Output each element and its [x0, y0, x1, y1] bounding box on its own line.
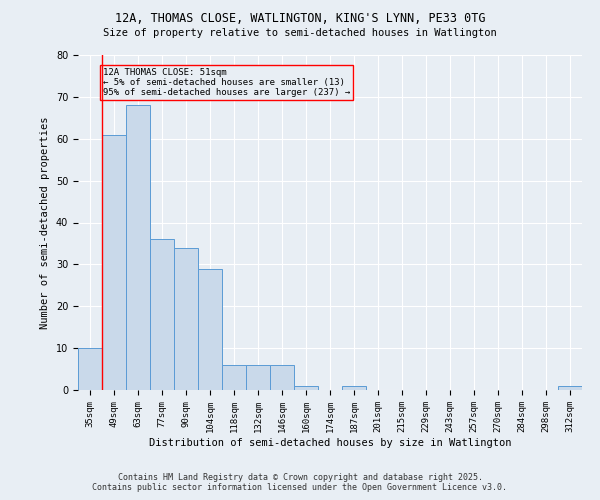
Bar [222, 365, 246, 390]
Bar [102, 134, 126, 390]
Text: 12A THOMAS CLOSE: 51sqm
← 5% of semi-detached houses are smaller (13)
95% of sem: 12A THOMAS CLOSE: 51sqm ← 5% of semi-det… [103, 68, 350, 98]
Bar [126, 106, 150, 390]
Bar [174, 248, 198, 390]
Bar [270, 365, 294, 390]
Bar [78, 348, 102, 390]
Text: Size of property relative to semi-detached houses in Watlington: Size of property relative to semi-detach… [103, 28, 497, 38]
Text: 12A, THOMAS CLOSE, WATLINGTON, KING'S LYNN, PE33 0TG: 12A, THOMAS CLOSE, WATLINGTON, KING'S LY… [115, 12, 485, 26]
Bar [294, 386, 318, 390]
Bar [558, 386, 582, 390]
Text: Contains HM Land Registry data © Crown copyright and database right 2025.
Contai: Contains HM Land Registry data © Crown c… [92, 473, 508, 492]
X-axis label: Distribution of semi-detached houses by size in Watlington: Distribution of semi-detached houses by … [149, 438, 511, 448]
Bar [150, 240, 174, 390]
Y-axis label: Number of semi-detached properties: Number of semi-detached properties [40, 116, 50, 329]
Bar [198, 268, 222, 390]
Bar [342, 386, 366, 390]
Bar [246, 365, 270, 390]
